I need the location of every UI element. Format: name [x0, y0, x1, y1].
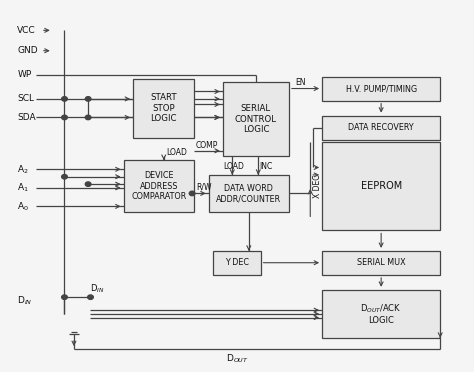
Text: DEVICE
ADDRESS
COMPARATOR: DEVICE ADDRESS COMPARATOR: [131, 171, 187, 201]
Text: SERIAL
CONTROL
LOGIC: SERIAL CONTROL LOGIC: [235, 105, 277, 134]
Text: START
STOP
LOGIC: START STOP LOGIC: [150, 93, 177, 123]
Text: H.V. PUMP/TIMING: H.V. PUMP/TIMING: [346, 84, 417, 93]
Circle shape: [62, 174, 67, 179]
Text: D$_{IN}$: D$_{IN}$: [91, 283, 105, 295]
FancyBboxPatch shape: [213, 251, 261, 275]
Text: VCC: VCC: [17, 26, 36, 35]
Circle shape: [85, 182, 91, 186]
FancyBboxPatch shape: [322, 251, 440, 275]
Circle shape: [88, 295, 93, 299]
FancyBboxPatch shape: [209, 175, 289, 212]
Circle shape: [62, 295, 67, 299]
Text: EEPROM: EEPROM: [361, 181, 402, 191]
Circle shape: [189, 191, 195, 196]
Text: DATA RECOVERY: DATA RECOVERY: [348, 123, 414, 132]
Circle shape: [85, 97, 91, 101]
Text: WP: WP: [17, 70, 31, 79]
Text: A$_0$: A$_0$: [17, 200, 29, 213]
Text: X DEC: X DEC: [313, 174, 322, 198]
Text: SCL: SCL: [17, 94, 34, 103]
Text: D$_{OUT}$: D$_{OUT}$: [226, 352, 248, 365]
Circle shape: [62, 115, 67, 120]
Text: COMP: COMP: [195, 141, 218, 150]
Text: D$_{OUT}$/ACK
LOGIC: D$_{OUT}$/ACK LOGIC: [360, 302, 402, 325]
Text: EN: EN: [295, 78, 306, 87]
Text: SDA: SDA: [17, 113, 36, 122]
Text: D$_{IN}$: D$_{IN}$: [17, 295, 33, 307]
FancyBboxPatch shape: [133, 78, 194, 138]
Text: SERIAL MUX: SERIAL MUX: [357, 259, 405, 267]
Circle shape: [85, 115, 91, 120]
Text: R/W: R/W: [196, 183, 211, 192]
Text: Y DEC: Y DEC: [225, 259, 249, 267]
Circle shape: [62, 97, 67, 101]
Text: A$_1$: A$_1$: [17, 182, 29, 194]
FancyBboxPatch shape: [322, 77, 440, 101]
Text: GND: GND: [17, 46, 38, 55]
Text: LOAD: LOAD: [223, 162, 244, 171]
FancyBboxPatch shape: [223, 82, 289, 156]
Text: INC: INC: [260, 162, 273, 171]
Text: A$_2$: A$_2$: [17, 163, 29, 176]
FancyBboxPatch shape: [124, 160, 194, 212]
FancyBboxPatch shape: [322, 290, 440, 338]
FancyBboxPatch shape: [322, 141, 440, 231]
Text: LOAD: LOAD: [166, 148, 187, 157]
FancyBboxPatch shape: [322, 116, 440, 140]
Text: DATA WORD
ADDR/COUNTER: DATA WORD ADDR/COUNTER: [216, 184, 282, 203]
